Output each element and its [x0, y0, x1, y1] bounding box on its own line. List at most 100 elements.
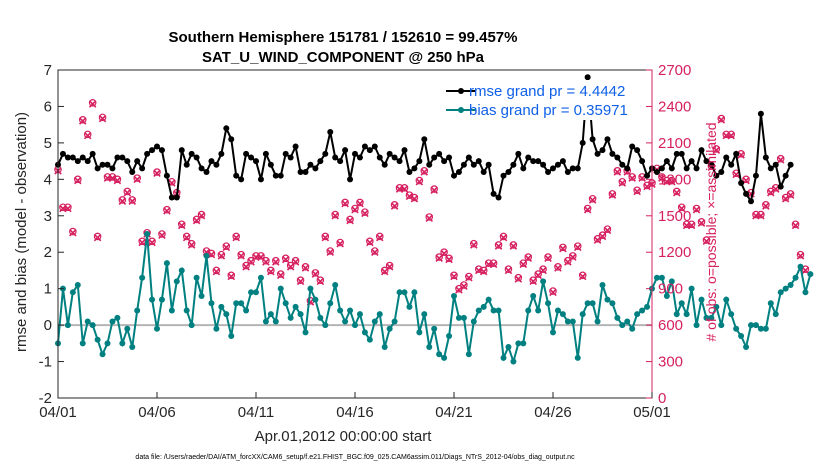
obs-assimilated-point	[608, 191, 617, 199]
bias-point	[525, 307, 532, 314]
obs-assimilated-point	[583, 205, 592, 214]
bias-point	[673, 311, 680, 318]
obs-possible-point	[430, 185, 439, 193]
obs-assimilated-point	[504, 266, 513, 275]
obs-assimilated-point	[643, 182, 651, 191]
chart-title-line1: Southern Hemisphere 151781 / 152610 = 99…	[169, 29, 518, 46]
obs-assimilated-point	[182, 233, 191, 242]
bias-point	[312, 296, 319, 303]
obs-assimilated-point	[108, 174, 117, 182]
obs-possible-point	[697, 218, 706, 226]
rmse-point	[520, 165, 527, 172]
obs-possible-point	[163, 205, 171, 214]
legend-marker-0	[458, 88, 464, 94]
obs-assimilated-point	[385, 263, 394, 271]
obs-assimilated-point	[559, 244, 567, 253]
obs-possible-point	[296, 276, 305, 284]
rmse-point	[772, 161, 779, 168]
obs-assimilated-point	[187, 241, 196, 249]
rmse-point	[465, 154, 472, 161]
right-y-tick-label: 2700	[658, 62, 691, 79]
rmse-point	[84, 158, 91, 165]
obs-assimilated-point	[232, 233, 240, 242]
bias-point	[401, 289, 408, 296]
obs-possible-point	[425, 213, 434, 221]
right-y-tick-label: 300	[658, 354, 683, 371]
bias-point	[223, 311, 230, 318]
obs-possible-point	[98, 113, 107, 122]
obs-possible-point	[385, 261, 394, 270]
obs-possible-point	[435, 253, 443, 261]
obs-possible-point	[559, 243, 567, 252]
bias-point	[663, 292, 670, 299]
obs-possible-point	[628, 173, 637, 181]
obs-assimilated-point	[133, 175, 141, 184]
obs-possible-point	[573, 242, 582, 250]
bias-point	[292, 303, 299, 310]
obs-assimilated-point	[331, 212, 339, 220]
obs-assimilated-point	[529, 277, 537, 286]
rmse-point	[693, 165, 700, 172]
rmse-point	[782, 172, 789, 179]
rmse-point	[292, 143, 299, 150]
rmse-point	[470, 161, 477, 168]
obs-assimilated-point	[123, 188, 132, 197]
bias-point	[480, 303, 487, 310]
obs-assimilated-point	[672, 188, 681, 197]
rmse-point	[347, 176, 354, 183]
bias-point	[154, 325, 160, 332]
legend-box	[440, 80, 644, 120]
rmse-point	[589, 136, 596, 143]
rmse-point	[356, 154, 363, 161]
bias-point	[163, 260, 170, 267]
bias-point	[262, 318, 269, 325]
obs-possible-point	[212, 266, 221, 275]
left-y-tick-label: -2	[39, 390, 52, 407]
rmse-point	[158, 147, 165, 154]
obs-assimilated-point	[296, 277, 305, 286]
bias-point	[381, 343, 388, 350]
obs-assimilated-point	[262, 258, 270, 266]
rmse-point	[282, 150, 289, 157]
obs-assimilated-point	[578, 272, 587, 281]
rmse-point	[89, 150, 96, 157]
rmse-point	[332, 154, 339, 161]
bias-point	[787, 282, 794, 289]
bias-point	[228, 333, 235, 340]
obs-assimilated-point	[237, 252, 245, 260]
rmse-point	[144, 150, 151, 157]
rmse-point	[386, 150, 393, 157]
rmse-point	[421, 136, 428, 143]
bias-point	[446, 333, 453, 340]
rmse-point	[223, 125, 230, 132]
rmse-point	[149, 147, 156, 154]
bias-point	[465, 351, 472, 358]
obs-assimilated-point	[326, 248, 335, 256]
bias-point	[371, 318, 378, 325]
obs-possible-point	[83, 130, 92, 139]
obs-possible-point	[380, 266, 389, 275]
rmse-point	[559, 158, 566, 165]
obs-possible-point	[717, 114, 726, 123]
bias-point	[421, 311, 428, 318]
chart-title-line2: SAT_U_WIND_COMPONENT @ 250 hPa	[202, 49, 485, 66]
bias-point	[198, 292, 205, 299]
left-y-tick-label: 2	[44, 244, 52, 261]
obs-possible-point	[118, 196, 127, 204]
obs-assimilated-point	[781, 195, 790, 203]
bias-point	[708, 314, 715, 321]
obs-assimilated-point	[88, 100, 97, 108]
obs-possible-point	[351, 204, 359, 213]
rmse-point	[614, 154, 621, 161]
obs-possible-point	[356, 198, 364, 207]
obs-possible-point	[276, 270, 285, 278]
bias-point	[792, 274, 799, 281]
obs-possible-point	[568, 252, 577, 260]
obs-possible-point	[469, 239, 478, 248]
rmse-point	[688, 158, 695, 165]
obs-possible-point	[321, 232, 330, 241]
bias-point	[243, 307, 250, 314]
bias-point	[436, 351, 443, 358]
bias-point	[584, 300, 591, 307]
rmse-point	[208, 158, 215, 165]
